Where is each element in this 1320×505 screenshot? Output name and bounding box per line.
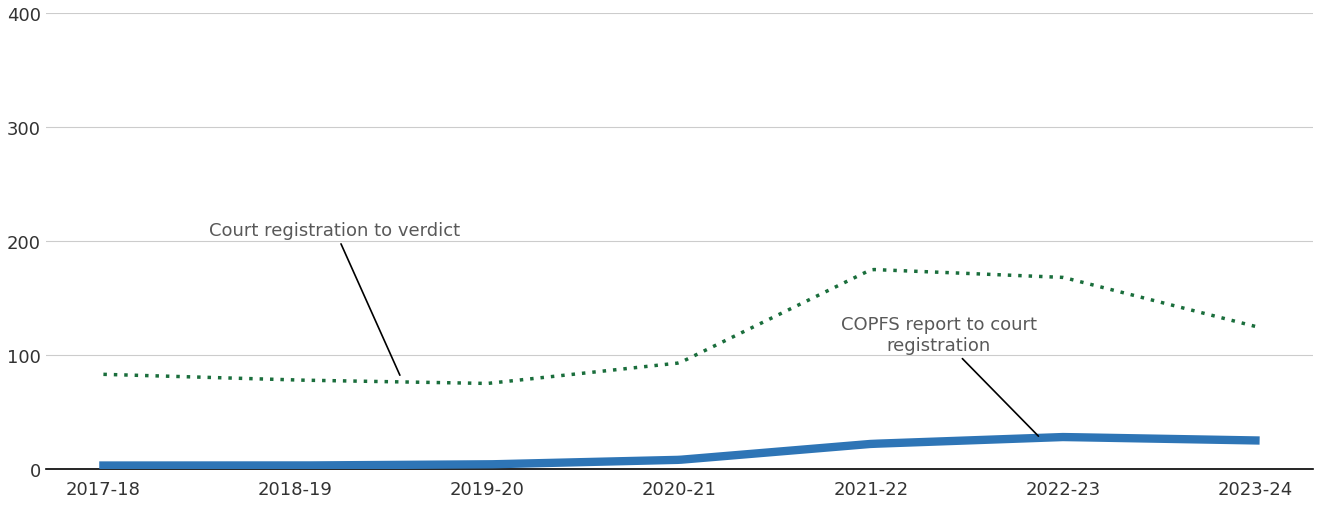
Text: COPFS report to court
registration: COPFS report to court registration (841, 316, 1039, 436)
Text: Court registration to verdict: Court registration to verdict (209, 221, 461, 375)
